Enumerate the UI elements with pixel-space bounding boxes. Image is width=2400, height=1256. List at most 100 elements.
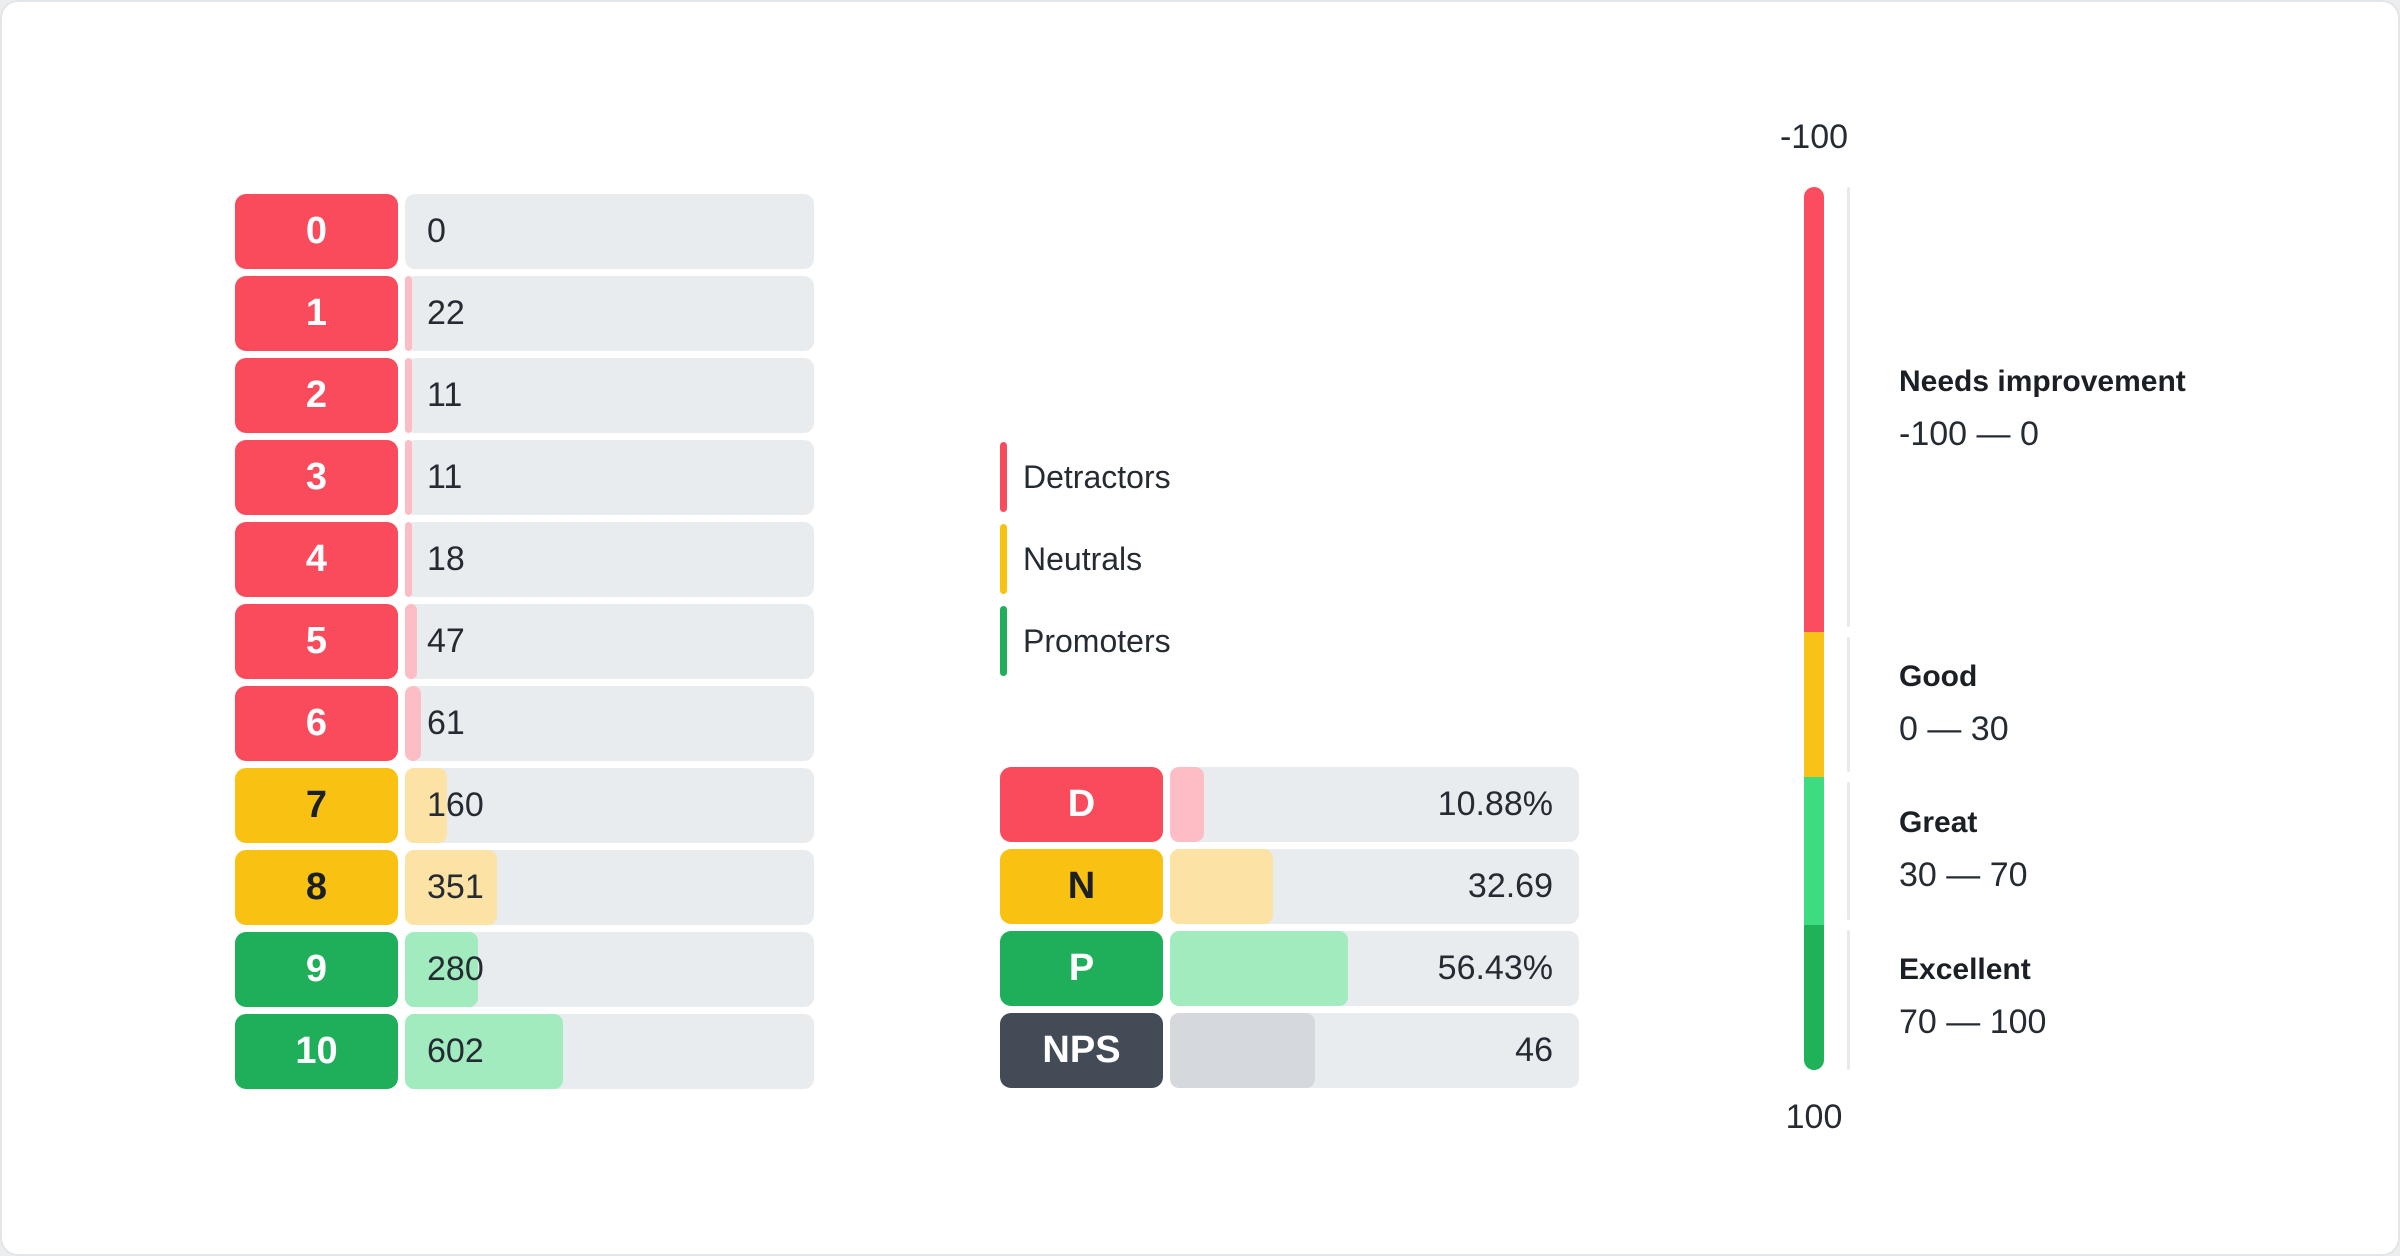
gauge-rail-segment <box>1847 930 1850 1070</box>
gauge-label-needs-improvement: Needs improvement -100 — 0 <box>1899 365 2186 454</box>
score-badge-5: 5 <box>235 604 398 679</box>
score-track-1: 22 <box>405 276 814 351</box>
summary-badge-d: D <box>1000 767 1163 842</box>
score-count-0: 0 <box>427 212 446 250</box>
summary-track-d: 10.88% <box>1170 767 1579 842</box>
legend-item-neutrals[interactable]: Neutrals <box>1000 524 1171 594</box>
legend-item-detractors[interactable]: Detractors <box>1000 442 1171 512</box>
score-badge-2: 2 <box>235 358 398 433</box>
score-track-5: 47 <box>405 604 814 679</box>
score-row-1: 1 22 <box>235 276 814 351</box>
score-count-8: 351 <box>427 868 484 906</box>
summary-row-nps: NPS 46 <box>1000 1013 1579 1088</box>
score-track-10: 602 <box>405 1014 814 1089</box>
score-row-7: 7 160 <box>235 768 814 843</box>
gauge-axis-max-label: 100 <box>1785 1098 1843 1136</box>
summary-value-nps: 46 <box>1515 1031 1553 1069</box>
gauge-segment-needs-improvement <box>1804 187 1824 632</box>
gauge-label-range: -100 — 0 <box>1899 415 2039 453</box>
legend-label-promoters: Promoters <box>1023 622 1171 659</box>
gauge-rail-segment <box>1847 782 1850 920</box>
gauge-segment-good <box>1804 632 1824 777</box>
score-badge-9: 9 <box>235 932 398 1007</box>
score-badge-0: 0 <box>235 194 398 269</box>
summary-row-promoters: P 56.43% <box>1000 931 1579 1006</box>
summary-row-neutrals: N 32.69 <box>1000 849 1579 924</box>
gauge-label-good: Good 0 — 30 <box>1899 660 2009 749</box>
legend-label-detractors: Detractors <box>1023 458 1171 495</box>
detractors-color-pill-icon <box>1000 442 1007 512</box>
score-track-6: 61 <box>405 686 814 761</box>
gauge-segment-great <box>1804 777 1824 925</box>
summary-badge-p: P <box>1000 931 1163 1006</box>
nps-summary: D 10.88% N 32.69 P 56.43% NPS 46 <box>1000 767 1579 1088</box>
score-row-4: 4 18 <box>235 522 814 597</box>
score-bar-9 <box>405 932 479 1007</box>
score-count-5: 47 <box>427 622 465 660</box>
summary-bar-n <box>1170 849 1273 924</box>
score-count-7: 160 <box>427 786 484 824</box>
gauge-rail-segment <box>1847 187 1850 627</box>
legend-label-neutrals: Neutrals <box>1023 540 1143 577</box>
gauge-label-great: Great 30 — 70 <box>1899 806 2028 895</box>
summary-track-p: 56.43% <box>1170 931 1579 1006</box>
score-row-10: 10 602 <box>235 1014 814 1089</box>
score-track-7: 160 <box>405 768 814 843</box>
score-row-9: 9 280 <box>235 932 814 1007</box>
summary-bar-nps <box>1170 1013 1315 1088</box>
summary-bar-p <box>1170 931 1348 1006</box>
score-count-2: 11 <box>427 376 463 414</box>
promoters-color-pill-icon <box>1000 606 1007 676</box>
summary-badge-n: N <box>1000 849 1163 924</box>
score-bar-4 <box>405 522 412 597</box>
score-distribution-list: 0 0 1 22 2 11 3 11 <box>235 194 814 1089</box>
score-bar-10 <box>405 1014 563 1089</box>
score-row-6: 6 61 <box>235 686 814 761</box>
gauge-axis-min-label: -100 <box>1779 118 1849 156</box>
score-bar-7 <box>405 768 447 843</box>
summary-track-nps: 46 <box>1170 1013 1579 1088</box>
score-row-3: 3 11 <box>235 440 814 515</box>
score-count-1: 22 <box>427 294 465 332</box>
gauge-label-name: Needs improvement <box>1899 365 2186 398</box>
score-count-6: 61 <box>427 704 465 742</box>
legend-item-promoters[interactable]: Promoters <box>1000 606 1171 676</box>
gauge-label-excellent: Excellent 70 — 100 <box>1899 953 2046 1042</box>
gauge-label-range: 30 — 70 <box>1899 856 2028 894</box>
gauge-label-range: 70 — 100 <box>1899 1003 2047 1041</box>
summary-bar-d <box>1170 767 1205 842</box>
score-badge-1: 1 <box>235 276 398 351</box>
summary-value-n: 32.69 <box>1467 867 1553 905</box>
gauge-label-name: Great <box>1899 806 1978 839</box>
gauge-rail <box>1847 187 1850 1080</box>
score-row-5: 5 47 <box>235 604 814 679</box>
score-track-4: 18 <box>405 522 814 597</box>
summary-track-n: 32.69 <box>1170 849 1579 924</box>
score-row-8: 8 351 <box>235 850 814 925</box>
legend: Detractors Neutrals Promoters <box>1000 442 1171 676</box>
score-badge-8: 8 <box>235 850 398 925</box>
summary-row-detractors: D 10.88% <box>1000 767 1579 842</box>
neutrals-color-pill-icon <box>1000 524 1007 594</box>
gauge-label-name: Good <box>1899 660 1978 693</box>
summary-value-p: 56.43% <box>1437 949 1553 987</box>
score-row-2: 2 11 <box>235 358 814 433</box>
score-count-3: 11 <box>427 458 463 496</box>
score-count-4: 18 <box>427 540 465 578</box>
gauge-rail-segment <box>1847 637 1850 772</box>
score-track-8: 351 <box>405 850 814 925</box>
score-badge-3: 3 <box>235 440 398 515</box>
score-count-10: 602 <box>427 1032 484 1070</box>
score-bar-6 <box>405 686 421 761</box>
score-track-9: 280 <box>405 932 814 1007</box>
score-track-0: 0 <box>405 194 814 269</box>
gauge-segment-excellent <box>1804 925 1824 1070</box>
score-track-2: 11 <box>405 358 814 433</box>
score-bar-2 <box>405 358 412 433</box>
score-count-9: 280 <box>427 950 484 988</box>
gauge-label-range: 0 — 30 <box>1899 710 2009 748</box>
score-bar-1 <box>405 276 412 351</box>
summary-badge-nps: NPS <box>1000 1013 1163 1088</box>
score-track-3: 11 <box>405 440 814 515</box>
